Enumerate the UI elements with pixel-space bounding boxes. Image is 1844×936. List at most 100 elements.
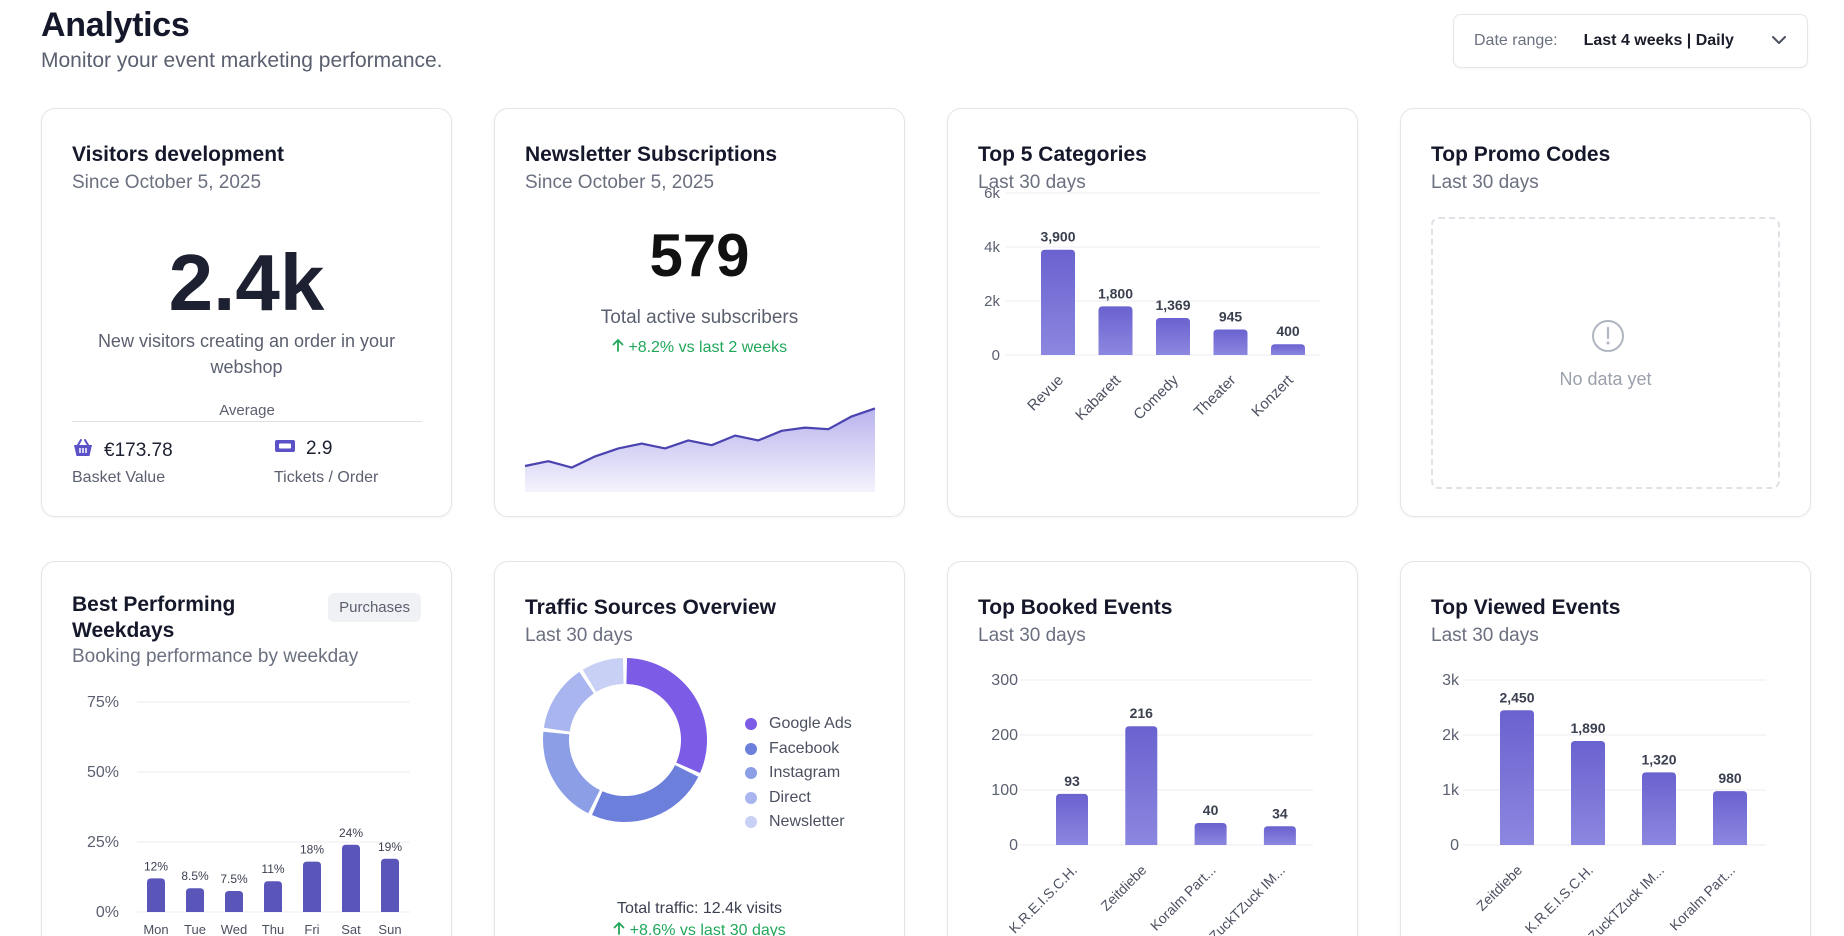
basket-value: €173.78 [104, 440, 173, 461]
basket-icon [72, 438, 94, 464]
bar-value-label: 1,890 [1570, 720, 1605, 736]
donut-slice [543, 671, 594, 732]
sparkline-area [525, 408, 875, 492]
y-tick-label: 0% [96, 904, 119, 921]
donut-slice [582, 658, 624, 692]
x-tick-label: K.R.E.I.S.C.H. [1006, 862, 1081, 936]
legend-label: Google Ads [769, 715, 852, 733]
card-subtitle: Since October 5, 2025 [72, 172, 262, 193]
bar-value-label: 3,900 [1040, 229, 1075, 245]
bar-value-label: 24% [339, 826, 363, 840]
legend-item: Instagram [745, 761, 852, 786]
empty-state: No data yet [1431, 217, 1780, 489]
subscribers-value: 579 [649, 222, 750, 289]
bar [1500, 710, 1534, 845]
subscriber-sparkline [524, 407, 876, 492]
donut-slice [543, 731, 600, 814]
bar-value-label: 980 [1718, 770, 1742, 786]
bar [1642, 772, 1676, 845]
card-subtitle: Booking performance by weekday [72, 646, 359, 667]
purchases-badge[interactable]: Purchases [328, 593, 421, 622]
bar-value-label: 2,450 [1499, 689, 1534, 705]
bar [1271, 344, 1305, 355]
sparkline-line [524, 407, 876, 469]
bar [1571, 741, 1605, 845]
y-tick-label: 200 [991, 727, 1018, 744]
bar-value-label: 1,369 [1155, 297, 1190, 313]
card-title: Top Booked Events [978, 596, 1173, 619]
bar [1156, 318, 1190, 355]
subscribers-trend: +8.2% vs last 2 weeks [495, 338, 904, 357]
x-tick-label: K.R.E.I.S.C.H. [1522, 862, 1597, 936]
x-tick-label: Revue [1024, 372, 1067, 415]
x-tick-label: Zeitdiebe [1097, 862, 1149, 914]
promo-card: Top Promo Codes Last 30 days No data yet [1400, 108, 1811, 517]
booked-events-card: Top Booked Events Last 30 days 0 100 200 30… [947, 561, 1358, 936]
x-tick-label: Tue [184, 922, 206, 936]
bar [1263, 826, 1296, 845]
categories-bar-chart: 0 2k 4k 6k 3,900 Revue 1,800 Kabarett 1,369 Comed… [984, 185, 1320, 424]
x-tick-label: Kabarett [1072, 371, 1125, 424]
x-tick-label: Koralm Part... [1666, 862, 1738, 934]
legend-swatch [745, 718, 757, 731]
bar [1713, 791, 1747, 845]
x-tick-label: Thu [262, 922, 284, 936]
bar [303, 861, 321, 912]
arrow-up-icon [612, 339, 628, 356]
legend-item: Direct [745, 786, 852, 811]
x-tick-label: Zeitdiebe [1473, 862, 1525, 914]
card-title: Top 5 Categories [978, 143, 1147, 166]
y-tick-label: 0 [992, 347, 1000, 364]
legend-label: Direct [769, 788, 811, 806]
y-tick-label: 0 [1009, 837, 1018, 854]
x-tick-label: Mon [143, 922, 168, 936]
bar-value-label: 1,320 [1641, 751, 1676, 767]
legend-label: Instagram [769, 764, 841, 782]
legend-item: Facebook [745, 737, 852, 762]
average-label: Average [72, 402, 422, 422]
y-tick-label: 25% [87, 834, 119, 851]
page-title: Analytics [41, 6, 190, 44]
bar [1056, 793, 1088, 845]
card-subtitle: Last 30 days [1431, 172, 1539, 193]
viewed-events-bar-chart: 0 1k 2k 3k 2,450 Zeitdiebe 1,890 K.R.E.I.S.C.H.… [1442, 672, 1766, 936]
x-tick-label: ZuckTZuck IM... [1585, 862, 1667, 936]
bar [1213, 329, 1248, 355]
legend-swatch [745, 816, 757, 829]
traffic-legend: Google Ads Facebook Instagram Direct Newslet… [745, 712, 852, 835]
arrow-up-icon [613, 922, 629, 936]
bar [381, 858, 399, 912]
bar [1041, 249, 1075, 355]
bar-value-label: 8.5% [181, 869, 209, 883]
x-tick-label: Theater [1191, 372, 1240, 421]
y-tick-label: 4k [984, 239, 1000, 256]
bar-value-label: 12% [144, 859, 168, 873]
total-traffic-label: Total traffic: [616, 900, 699, 917]
card-title: Top Viewed Events [1431, 596, 1621, 619]
legend-label: Facebook [769, 739, 840, 757]
y-tick-label: 0 [1450, 837, 1459, 854]
visitors-value: 2.4k [168, 238, 325, 327]
date-range-select[interactable]: Date range: Last 4 weeks | Daily [1453, 14, 1808, 68]
alert-circle-icon [1591, 319, 1625, 358]
x-tick-label: Sun [378, 922, 401, 936]
y-tick-label: 6k [984, 185, 1000, 202]
bar-value-label: 34 [1272, 805, 1288, 821]
traffic-donut-chart [543, 658, 707, 822]
weekdays-bar-chart: 0% 25% 50% 75% 12% Mon 8.5% Tue 7.5% Wed 11% Thu 18%… [87, 694, 410, 936]
bar-value-label: 216 [1130, 705, 1154, 721]
y-tick-label: 300 [991, 672, 1018, 689]
traffic-trend: +8.6% vs last 30 days [495, 921, 904, 936]
subscribers-label: Total active subscribers [600, 307, 799, 328]
x-tick-label: Comedy [1130, 371, 1182, 423]
card-subtitle: Since October 5, 2025 [525, 172, 715, 193]
bar [1194, 823, 1227, 845]
y-tick-label: 100 [991, 782, 1018, 799]
y-tick-label: 3k [1442, 672, 1460, 689]
traffic-card: Traffic Sources Overview Last 30 days Go… [494, 561, 905, 936]
tickets-stat: 2.9 [274, 438, 332, 460]
bar-value-label: 7.5% [220, 872, 248, 886]
bar-value-label: 18% [300, 843, 324, 857]
legend-swatch [745, 791, 757, 804]
card-subtitle: Last 30 days [978, 625, 1086, 646]
